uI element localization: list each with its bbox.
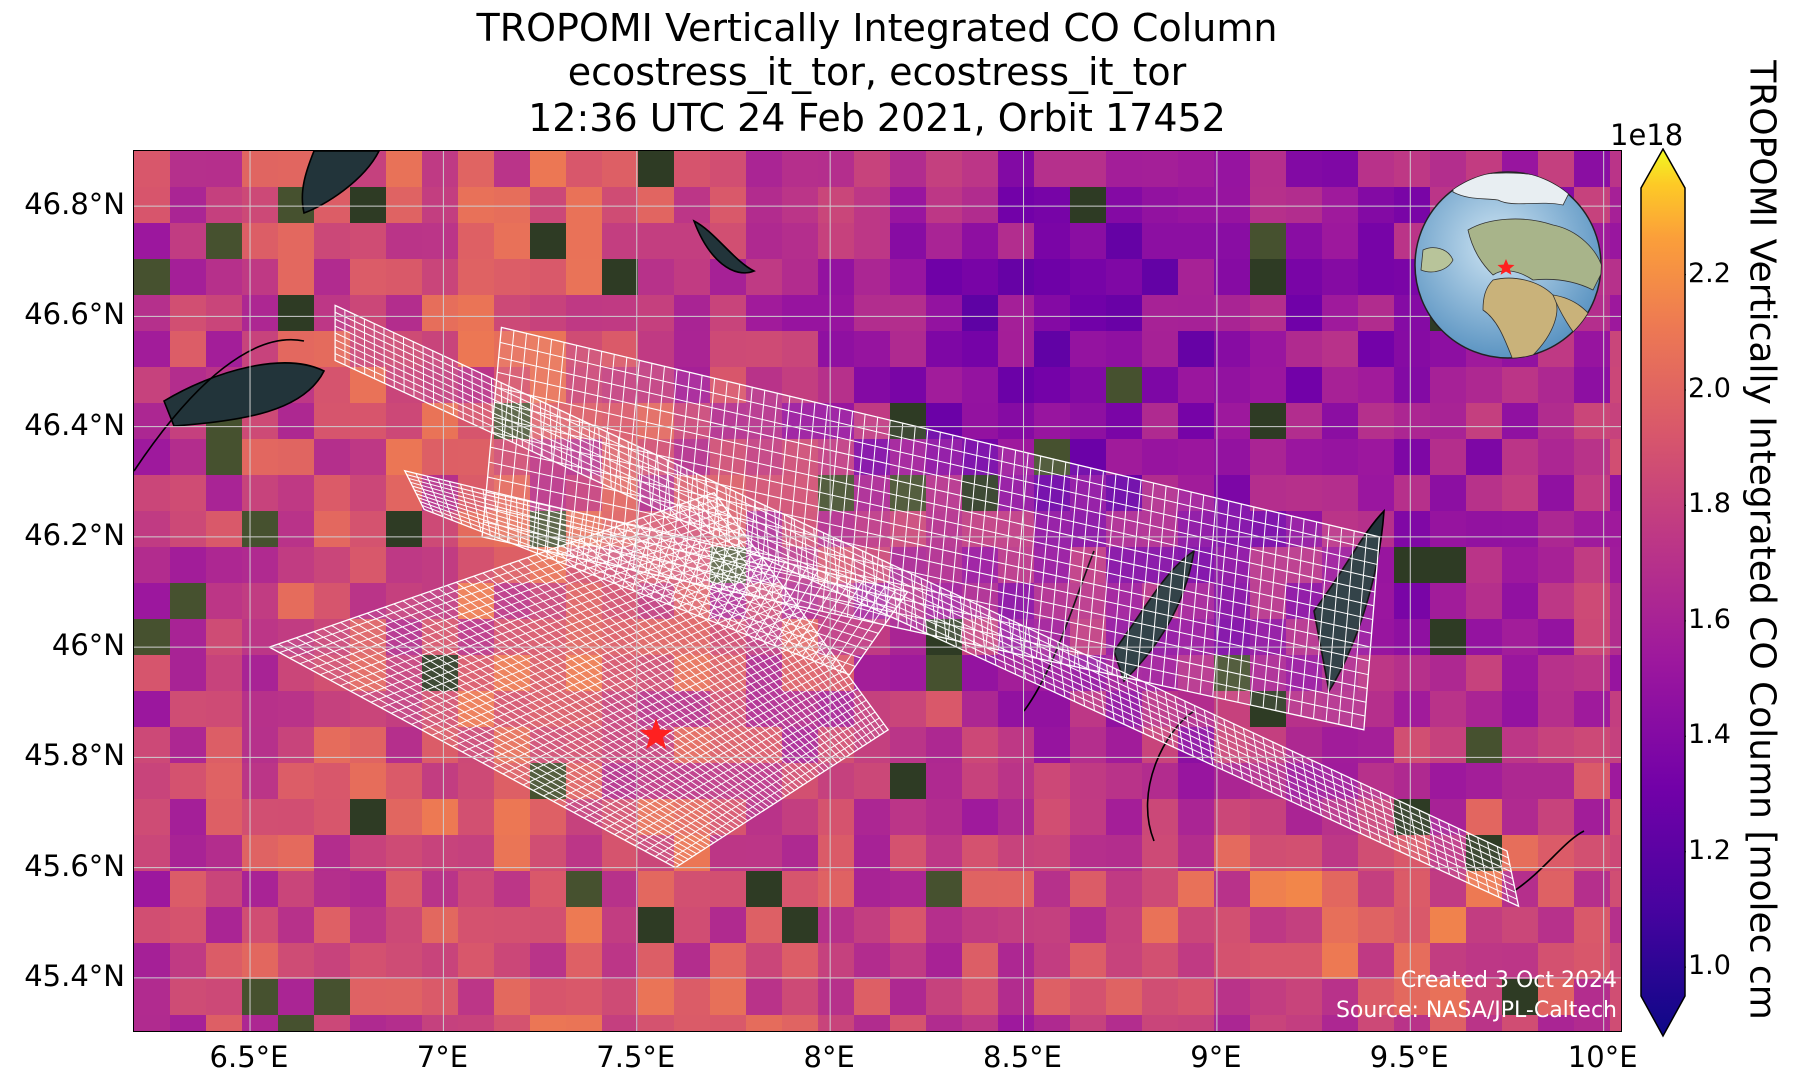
lat-tick-label: 46.2°N [24,517,125,552]
map-panel[interactable]: Created 3 Oct 2024 Source: NASA/JPL-Calt… [133,150,1622,1032]
lat-tick-label: 46.8°N [24,187,125,222]
satellite-swath [481,326,1381,731]
colorbar-tick-label: 1.8 [1688,488,1731,520]
lat-tick-label: 45.6°N [24,848,125,883]
lon-tick-label: 8.5°E [983,1040,1063,1074]
source-credit: Source: NASA/JPL-Caltech [1335,998,1617,1023]
lon-tick-label: 9°E [1190,1040,1242,1074]
site-star-icon [639,718,673,750]
colorbar-tick-label: 1.2 [1688,834,1731,866]
colorbar-tick-label: 2.0 [1688,373,1731,404]
lon-tick-label: 7°E [416,1040,469,1074]
title-line-2: ecostress_it_tor, ecostress_it_tor [567,50,1187,94]
co-column-map [134,151,1621,1031]
lat-tick-label: 46.6°N [24,297,125,332]
map-gridlines [134,151,1621,1031]
lat-tick-label: 45.4°N [24,958,125,993]
colorbar-tick-label: 1.0 [1688,950,1731,982]
satellite-swath [267,492,890,869]
lon-tick-label: 6.5°E [209,1040,289,1074]
lat-tick-label: 46°N [51,628,125,663]
created-credit: Created 3 Oct 2024 [1400,968,1617,993]
colorbar-label: TROPOMI Vertically Integrated CO Column … [1741,60,1783,1020]
satellite-swath [403,469,909,676]
lat-tick-label: 46.4°N [24,407,125,442]
title-line-1: TROPOMI Vertically Integrated CO Column [476,6,1278,50]
title-line-3: 12:36 UTC 24 Feb 2021, Orbit 17452 [528,96,1226,140]
locator-globe-icon [1414,171,1602,359]
lat-tick-label: 45.8°N [24,738,125,773]
lon-tick-label: 9.5°E [1369,1040,1449,1074]
lon-tick-label: 10°E [1567,1040,1638,1074]
colorbar-tick-label: 1.4 [1688,719,1731,751]
colorbar-tick-label: 2.2 [1688,257,1731,289]
colorbar-tick-label: 1.6 [1688,603,1731,635]
lon-tick-label: 7.5°E [596,1040,676,1074]
globe-site-star-icon [1497,259,1515,275]
colorbar-exponent: 1e18 [1610,118,1684,152]
colorbar [1640,148,1686,1038]
lon-tick-label: 8°E [803,1040,855,1074]
